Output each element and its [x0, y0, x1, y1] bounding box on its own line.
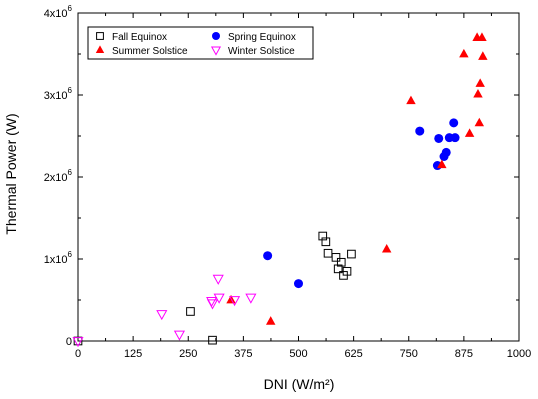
y-tick-label-base: 0: [66, 336, 72, 348]
y-tick-label-exponent: 6: [68, 4, 73, 13]
y-tick-label-exponent: 6: [68, 250, 73, 259]
data-point: [459, 48, 469, 58]
legend-label: Fall Equinox: [112, 32, 167, 43]
legend-marker: [212, 32, 220, 40]
series-spring-equinox: [263, 118, 460, 289]
data-point: [441, 147, 451, 157]
legend-label: Spring Equinox: [228, 32, 296, 43]
x-tick-label: 750: [400, 348, 418, 360]
data-point: [212, 274, 224, 285]
x-tick-label: 0: [75, 348, 81, 360]
x-tick-label: 250: [179, 348, 197, 360]
plot-frame: [77, 12, 520, 342]
data-point: [449, 118, 459, 128]
data-point: [434, 133, 444, 143]
data-point: [477, 32, 487, 41]
y-tick-label-base: 1x10: [44, 254, 68, 266]
y-tick-label-base: 2x10: [44, 172, 68, 184]
legend-label: Winter Solstice: [228, 46, 295, 57]
data-point: [318, 231, 328, 241]
x-tick-label: 375: [234, 348, 252, 360]
legend-label: Summer Solstice: [112, 46, 188, 57]
legend-marker: [210, 46, 222, 56]
data-point: [156, 310, 168, 321]
series-summer-solstice: [226, 32, 488, 325]
legend-marker: [96, 32, 104, 40]
y-tick-label: 2x106: [44, 168, 73, 184]
data-point: [265, 316, 276, 325]
data-point: [206, 299, 219, 310]
data-point: [173, 330, 186, 341]
y-tick-label: 3x106: [44, 86, 73, 102]
legend: Fall Equinox Spring Equinox Summer Solstic…: [87, 26, 314, 60]
data-point: [263, 251, 273, 261]
y-tick-label-exponent: 6: [68, 168, 73, 177]
data-point: [475, 78, 485, 87]
x-tick-label: 125: [124, 348, 142, 360]
data-point: [450, 133, 460, 143]
data-point: [331, 253, 341, 262]
data-point: [321, 237, 331, 247]
y-tick-label-base: 4x10: [44, 8, 68, 20]
series-fall-equinox: [73, 231, 356, 346]
data-point: [336, 257, 346, 267]
x-tick-label: 1000: [507, 348, 531, 360]
data-point: [186, 307, 195, 316]
data-point: [437, 159, 447, 169]
x-tick-label: 625: [344, 348, 362, 360]
y-tick-label-base: 3x10: [44, 90, 68, 102]
data-point: [333, 264, 343, 274]
x-axis-label: DNI (W/m²): [264, 376, 335, 392]
data-point: [381, 243, 392, 253]
y-tick-label: 4x106: [44, 4, 73, 20]
data-point: [72, 337, 84, 348]
data-point: [323, 248, 333, 258]
data-point: [415, 126, 425, 136]
data-point: [228, 296, 241, 307]
series-winter-solstice: [72, 274, 257, 348]
data-point: [406, 95, 416, 105]
data-point: [294, 279, 303, 289]
x-tick-label: 875: [455, 348, 473, 360]
data-point: [478, 51, 488, 60]
data-point: [464, 128, 475, 137]
x-tick-label: 500: [289, 348, 307, 360]
legend-box: [87, 26, 314, 60]
data-point: [473, 89, 483, 98]
legend-marker: [95, 45, 105, 53]
y-axis-label: Thermal Power (W): [3, 113, 19, 234]
data-point: [342, 266, 352, 276]
y-tick-label: 0: [66, 336, 72, 348]
y-tick-label: 1x106: [44, 250, 73, 266]
data-point: [208, 335, 217, 345]
data-point: [474, 117, 485, 127]
data-point: [347, 249, 356, 259]
data-point: [213, 293, 225, 304]
y-tick-label-exponent: 6: [68, 86, 73, 95]
data-point: [245, 293, 257, 304]
